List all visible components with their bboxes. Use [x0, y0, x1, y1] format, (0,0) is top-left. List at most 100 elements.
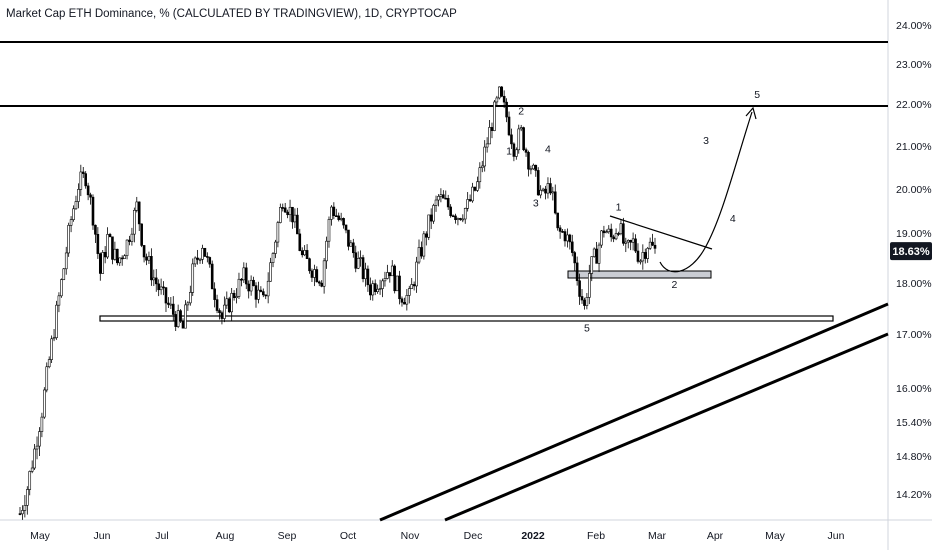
candle-body [378, 288, 382, 290]
candle-body [446, 198, 450, 208]
y-tick-label: 20.00% [896, 184, 932, 196]
candle-body [283, 207, 287, 213]
candle-body [86, 185, 90, 196]
candle-body [57, 295, 61, 306]
descending-trendline [609, 215, 713, 250]
trendline-1 [379, 302, 889, 522]
candle-body [96, 233, 100, 254]
candle-body [184, 304, 187, 329]
candle-body [473, 186, 477, 191]
candle-body [558, 227, 562, 232]
candle-body [444, 197, 448, 200]
candle-body [395, 275, 399, 292]
candle-body [605, 231, 608, 234]
candle-body [106, 234, 109, 258]
current-price-text: 18.63% [892, 246, 930, 258]
candle-body [325, 240, 328, 262]
candle-body [189, 292, 192, 304]
candle-body [497, 86, 501, 99]
candle-body [403, 302, 406, 305]
candle-body [186, 302, 190, 306]
wave-label: 1 [506, 145, 512, 157]
candle-body [118, 257, 122, 264]
candle-body [478, 167, 482, 183]
candle-body [62, 268, 66, 280]
candle-body [167, 302, 170, 305]
demand-zone [567, 270, 712, 279]
wave-label: 2 [518, 105, 524, 117]
candle-body [317, 281, 321, 284]
candle-body [210, 263, 214, 290]
candle-body [437, 196, 440, 201]
candle-body [588, 273, 591, 298]
candle-body [524, 149, 528, 153]
candle-body [641, 252, 645, 262]
candle-body [193, 257, 197, 265]
candle-body [35, 445, 39, 450]
x-tick-label: Mar [648, 530, 667, 542]
candle-body [64, 252, 68, 270]
candle-body [607, 228, 611, 233]
candle-body [561, 231, 564, 233]
candle-body [383, 278, 387, 282]
candle-body [147, 256, 151, 261]
candle-body [356, 257, 360, 269]
candle-body [339, 218, 343, 220]
candle-body [242, 267, 246, 281]
candle-body [203, 247, 207, 257]
candle-body [276, 222, 280, 243]
candle-body [410, 284, 414, 289]
candle-body [77, 189, 80, 202]
candle-body [23, 505, 27, 511]
candle-body [40, 416, 44, 432]
y-tick-label: 22.00% [896, 99, 932, 111]
x-tick-label: May [30, 530, 51, 542]
candle-body [84, 173, 87, 187]
candle-body [47, 359, 51, 368]
candle-body [575, 262, 579, 282]
candle-body [617, 233, 620, 235]
candle-body [191, 263, 195, 293]
candle-body [296, 214, 299, 235]
candle-body [247, 283, 250, 292]
wave-label: 1 [616, 202, 622, 214]
candle-body [123, 255, 126, 259]
candle-body [532, 164, 535, 170]
candle-body [142, 245, 146, 258]
candle-body [381, 280, 384, 289]
candle-body [21, 510, 24, 515]
y-tick-label: 17.00% [896, 329, 932, 341]
candle-body [568, 234, 572, 243]
candle-body [488, 127, 491, 145]
candle-body [434, 199, 438, 206]
candle-body [72, 208, 75, 220]
candle-body [388, 272, 392, 277]
candle-body [332, 206, 336, 216]
candle-body [101, 252, 105, 274]
candle-body [271, 253, 275, 263]
chart-title: Market Cap ETH Dominance, % (CALCULATED … [6, 8, 457, 20]
candle-body [79, 171, 83, 190]
candle-body [634, 238, 637, 252]
candle-body [206, 256, 209, 258]
candle-body [337, 215, 341, 220]
candle-body [553, 191, 557, 214]
candle-body [500, 86, 504, 97]
candle-body [269, 262, 272, 282]
y-tick-label: 14.80% [896, 451, 932, 463]
y-tick-label: 24.00% [896, 20, 932, 32]
candle-body [459, 218, 462, 220]
x-tick-label: Apr [707, 530, 724, 542]
candle-body [361, 257, 365, 280]
candle-body [400, 298, 404, 303]
x-tick-label: Jun [94, 530, 111, 542]
candle-body [619, 223, 623, 235]
candle-body [235, 296, 238, 299]
candle-body [629, 240, 632, 243]
candle-body [308, 258, 311, 272]
wave-label: 5 [584, 322, 590, 334]
y-tick-label: 16.00% [896, 383, 932, 395]
wave-label: 3 [703, 135, 709, 147]
candle-body [67, 225, 70, 254]
